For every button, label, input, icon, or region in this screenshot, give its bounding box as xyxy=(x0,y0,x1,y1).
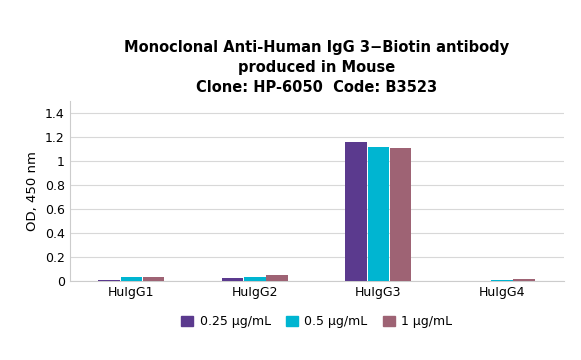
Bar xyxy=(513,279,535,281)
Bar xyxy=(121,277,142,281)
Bar xyxy=(266,275,288,281)
Bar xyxy=(491,280,512,281)
Bar xyxy=(390,148,411,281)
Bar xyxy=(345,142,367,281)
Legend: 0.25 μg/mL, 0.5 μg/mL, 1 μg/mL: 0.25 μg/mL, 0.5 μg/mL, 1 μg/mL xyxy=(176,310,457,333)
Bar xyxy=(368,147,389,281)
Y-axis label: OD, 450 nm: OD, 450 nm xyxy=(26,151,40,231)
Bar xyxy=(98,280,120,281)
Title: Monoclonal Anti-Human IgG 3−Biotin antibody
produced in Mouse
Clone: HP-6050  Co: Monoclonal Anti-Human IgG 3−Biotin antib… xyxy=(124,40,509,95)
Bar xyxy=(244,276,266,281)
Bar xyxy=(143,277,164,281)
Bar xyxy=(222,278,243,281)
